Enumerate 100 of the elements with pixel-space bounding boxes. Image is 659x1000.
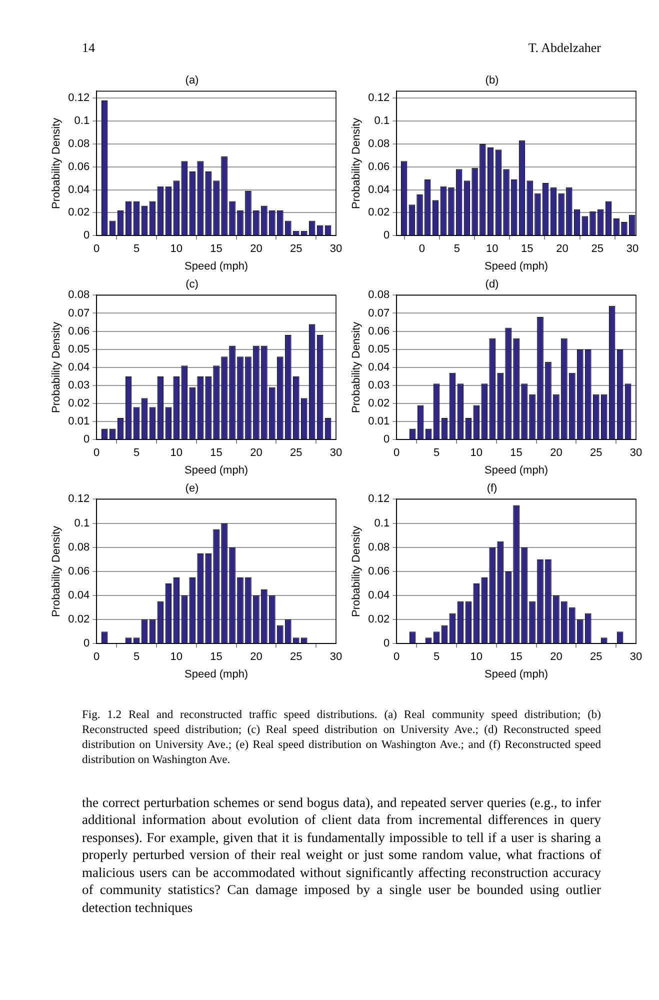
y-tick-label: 0.12 — [68, 92, 90, 104]
x-tick-label: 0 — [394, 447, 400, 460]
x-tick-label: 20 — [550, 651, 562, 664]
y-tick-label: 0.05 — [368, 343, 390, 356]
y-tick-label: 0.04 — [368, 590, 390, 602]
x-tick-label: 5 — [133, 447, 140, 460]
y-tick-label: 0.1 — [74, 517, 90, 530]
x-tick-label: 5 — [454, 243, 460, 256]
y-tick-label: 0.04 — [68, 590, 90, 602]
y-tick-label: 0.03 — [368, 379, 390, 392]
x-tick-label: 15 — [510, 447, 522, 460]
y-tick-label: 0.06 — [68, 160, 90, 173]
x-tick-label: 10 — [486, 243, 498, 256]
x-tick-label: 0 — [94, 243, 100, 256]
x-tick-label: 10 — [470, 447, 483, 460]
x-tick-label: 10 — [470, 651, 483, 664]
text: 14 — [82, 40, 95, 56]
y-tick-label: 0.1 — [74, 115, 90, 128]
y-tick-label: 0.06 — [368, 565, 390, 578]
y-tick-label: 0.02 — [368, 398, 390, 410]
y-tick-label: 0.12 — [368, 92, 390, 104]
caption: Fig. 1.2 Real and reconstructed traffic speed distributions. (a) Real community speed distribution; (b) Reconstructed speed distribution; (c) Real speed distribution on University Ave.; (d) Reconstructed speed distribution on University Ave.; (e) Real speed distribution on Washington Ave.; and (f) Reconstructed speed distribution on Washington Ave. — [82, 708, 601, 768]
y-tick-label: 0.12 — [368, 493, 390, 506]
x-tick-label: 25 — [290, 243, 302, 256]
y-tick-label: 0.06 — [68, 325, 90, 338]
y-tick-label: 0.08 — [368, 138, 390, 150]
x-tick-label: 30 — [626, 243, 639, 256]
y-tick-label: 0 — [83, 638, 90, 650]
y-tick-label: 0.01 — [68, 416, 90, 428]
x-tick-label: 0 — [394, 651, 400, 664]
x-tick-label: 5 — [133, 651, 140, 664]
y-tick-label: 0.06 — [368, 160, 390, 173]
y-tick-label: 0.02 — [368, 206, 390, 219]
chart-title: (d) — [485, 278, 499, 291]
chart-title: (c) — [186, 278, 198, 291]
x-tick-label: 30 — [630, 447, 642, 460]
x-tick-label: 30 — [330, 447, 342, 460]
x-axis-title: Speed (mph) — [184, 668, 248, 680]
y-tick-label: 0.08 — [68, 138, 90, 150]
x-tick-label: 25 — [590, 651, 602, 664]
y-tick-label: 0.06 — [368, 325, 390, 338]
x-axis-title: Speed (mph) — [484, 464, 548, 476]
x-tick-label: 15 — [521, 243, 534, 256]
y-tick-label: 0 — [83, 434, 90, 446]
x-tick-label: 20 — [250, 243, 262, 256]
x-tick-label: 10 — [170, 243, 183, 256]
y-tick-label: 0.07 — [68, 307, 90, 320]
y-tick-label: 0.08 — [68, 289, 90, 302]
y-tick-label: 0 — [383, 638, 390, 650]
x-tick-label: 15 — [210, 651, 222, 664]
y-tick-label: 0.1 — [374, 517, 390, 530]
y-tick-label: 0.04 — [368, 184, 390, 196]
x-tick-label: 25 — [290, 651, 302, 664]
x-tick-label: 20 — [556, 243, 568, 256]
y-tick-label: 0.12 — [68, 493, 90, 506]
x-tick-label: 5 — [433, 447, 440, 460]
x-axis-title: Speed (mph) — [184, 260, 248, 272]
x-tick-label: 0 — [94, 651, 100, 664]
y-tick-label: 0.06 — [68, 565, 90, 578]
y-tick-label: 0 — [83, 230, 90, 242]
y-tick-label: 0.01 — [368, 416, 390, 428]
y-tick-label: 0.04 — [368, 361, 390, 374]
y-tick-label: 0.02 — [68, 206, 90, 219]
x-tick-label: 0 — [94, 447, 100, 460]
x-axis-title: Speed (mph) — [484, 260, 548, 272]
text: the correct perturbation schemes or send bogus data), and repeated server queries (e.g., to infer additional information about evolution of client data from incremental differences in query responses). For example, given that it is fundamentally impossible to tell if a user is sharing a properly perturbed version of their real weight or just some random value, what fractions of malicious users can be accommodated without significantly affecting reconstruction accuracy of community statistics? Can damage imposed by a single user be bounded using outlier detection techniques — [82, 794, 601, 917]
chart-title: (b) — [485, 74, 499, 87]
x-tick-label: 5 — [433, 651, 440, 664]
y-tick-label: 0.04 — [68, 361, 90, 374]
y-axis-title: Probability Density — [350, 117, 363, 209]
y-tick-label: 0.07 — [368, 307, 390, 320]
y-tick-label: 0.02 — [68, 398, 90, 410]
x-tick-label: 30 — [330, 651, 342, 664]
y-tick-label: 0.03 — [68, 379, 90, 392]
y-tick-label: 0.1 — [374, 115, 390, 128]
y-axis-title: Probability Density — [350, 321, 363, 413]
chart-title: (e) — [185, 482, 199, 495]
text: T. Abdelzaher — [528, 40, 601, 56]
y-tick-label: 0.02 — [68, 614, 90, 626]
x-tick-label: 10 — [170, 651, 183, 664]
y-axis-title: Probability Density — [50, 525, 63, 617]
x-tick-label: 20 — [250, 447, 262, 460]
x-tick-label: 30 — [630, 651, 642, 664]
y-tick-label: 0.02 — [368, 614, 390, 626]
x-tick-label: 15 — [210, 243, 222, 256]
x-tick-label: 0 — [418, 243, 425, 256]
x-tick-label: 20 — [550, 447, 562, 460]
y-tick-label: 0 — [383, 230, 390, 242]
x-axis-title: Speed (mph) — [484, 668, 548, 680]
x-tick-label: 15 — [210, 447, 222, 460]
x-tick-label: 30 — [330, 243, 342, 256]
y-tick-label: 0 — [383, 434, 390, 446]
x-tick-label: 25 — [290, 447, 302, 460]
x-axis-title: Speed (mph) — [184, 464, 248, 476]
y-tick-label: 0.05 — [68, 343, 90, 356]
y-tick-label: 0.08 — [68, 541, 90, 554]
x-tick-label: 5 — [133, 243, 140, 256]
y-axis-title: Probability Density — [350, 525, 363, 617]
x-tick-label: 25 — [590, 447, 602, 460]
x-tick-label: 10 — [170, 447, 183, 460]
